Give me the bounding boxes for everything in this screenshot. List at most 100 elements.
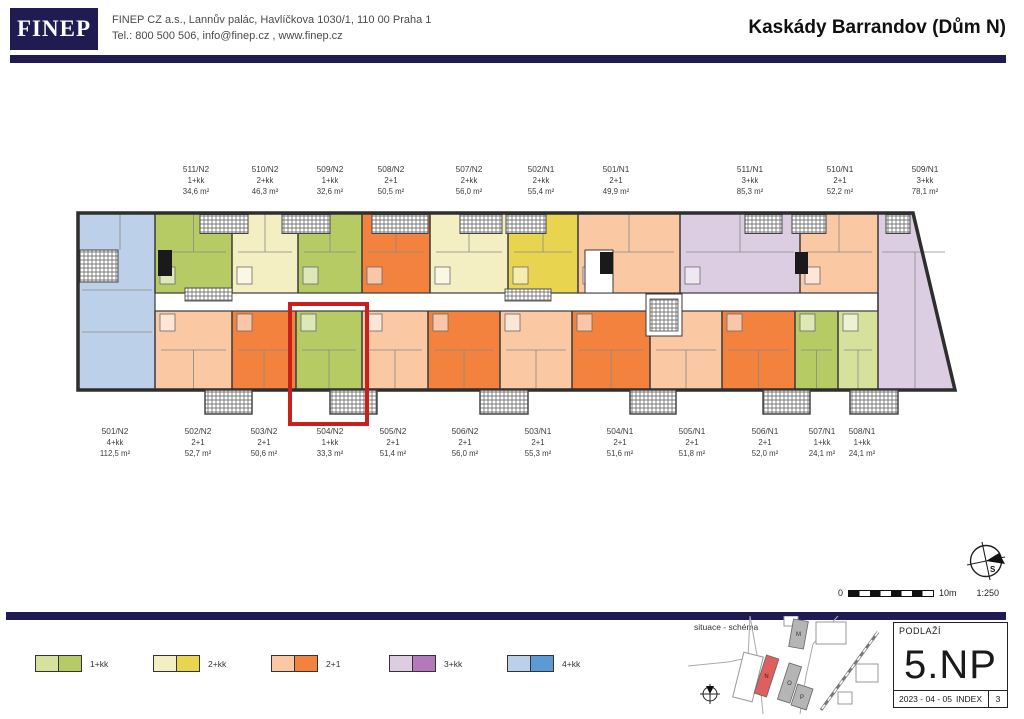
unit-label-507-N1: 507/N1 1+kk 24,1 m² [809,426,836,458]
svg-text:78,1 m²: 78,1 m² [912,187,939,196]
svg-text:2+1: 2+1 [833,176,846,185]
svg-text:55,4 m²: 55,4 m² [528,187,555,196]
unit-label-508-N2: 508/N2 2+1 50,5 m² [378,164,405,196]
unit-label-502-N1: 502/N1 2+kk 55,4 m² [528,164,555,196]
unit-label-511-N2: 511/N2 1+kk 34,6 m² [183,164,210,196]
floor-caption: PODLAŽÍ [899,626,942,636]
svg-text:502/N2: 502/N2 [185,426,212,436]
svg-text:33,3 m²: 33,3 m² [317,449,344,458]
svg-text:2+1: 2+1 [191,438,204,447]
svg-text:507/N1: 507/N1 [809,426,836,436]
situation-scheme-label: situace - schéma [694,622,759,632]
unit-label-505-N1: 505/N1 2+1 51,8 m² [679,426,706,458]
unit-label-504-N2: 504/N2 1+kk 33,3 m² [317,426,344,458]
legend-item-4+kk: 4+kk [507,655,625,672]
svg-text:52,2 m²: 52,2 m² [827,187,854,196]
svg-text:501/N2: 501/N2 [102,426,129,436]
loggia [459,214,503,234]
svg-text:32,6 m²: 32,6 m² [317,187,344,196]
svg-text:508/N1: 508/N1 [849,426,876,436]
svg-text:56,0 m²: 56,0 m² [456,187,483,196]
svg-text:509/N1: 509/N1 [912,164,939,174]
svg-text:3+kk: 3+kk [742,176,759,185]
legend-item-1+kk: 1+kk [35,655,153,672]
svg-text:506/N1: 506/N1 [752,426,779,436]
svg-text:1+kk: 1+kk [854,438,871,447]
unit-label-501-N1: 501/N1 2+1 49,9 m² [603,164,630,196]
legend-swatch-pair [507,655,554,672]
svg-text:2+1: 2+1 [384,176,397,185]
svg-text:55,3 m²: 55,3 m² [525,449,552,458]
unit-label-511-N1: 511/N1 3+kk 85,3 m² [737,164,764,196]
legend-label: 4+kk [562,658,581,669]
svg-text:M: M [796,632,801,638]
legend-label: 2+kk [208,658,227,669]
legend-item-2+1: 2+1 [271,655,389,672]
situation-scheme-map: M N O P [688,616,880,715]
svg-text:O: O [787,681,792,687]
svg-text:51,4 m²: 51,4 m² [380,449,407,458]
svg-text:N: N [764,674,768,680]
svg-text:P: P [800,695,804,701]
svg-text:502/N1: 502/N1 [528,164,555,174]
legend-swatch-dark [295,656,317,671]
unit-label-509-N2: 509/N2 1+kk 32,6 m² [317,164,344,196]
svg-text:34,6 m²: 34,6 m² [183,187,210,196]
unit-label-503-N2: 503/N2 2+1 50,6 m² [251,426,278,458]
legend-swatch-dark [177,656,199,671]
svg-text:49,9 m²: 49,9 m² [603,187,630,196]
address-line: FINEP CZ a.s., Lannův palác, Havlíčkova … [112,14,432,26]
svg-text:1+kk: 1+kk [814,438,831,447]
svg-text:504/N2: 504/N2 [317,426,344,436]
balcony [629,389,677,415]
svg-text:505/N1: 505/N1 [679,426,706,436]
index-value: 3 [988,691,1007,707]
legend-swatch-dark [531,656,553,671]
svg-text:504/N1: 504/N1 [607,426,634,436]
svg-text:2+1: 2+1 [758,438,771,447]
index-label: INDEX [956,694,982,704]
unit-label-503-N1: 503/N1 2+1 55,3 m² [525,426,552,458]
unit-label-508-N1: 508/N1 1+kk 24,1 m² [849,426,876,458]
loggia [744,214,783,234]
loggia [885,214,911,234]
svg-text:50,6 m²: 50,6 m² [251,449,278,458]
legend-swatch-pair [271,655,318,672]
highlighted-unit-frame [288,302,369,426]
unit-label-502-N2: 502/N2 2+1 52,7 m² [185,426,212,458]
svg-text:2+kk: 2+kk [257,176,274,185]
svg-text:112,5 m²: 112,5 m² [100,449,131,458]
unit-label-506-N1: 506/N1 2+1 52,0 m² [752,426,779,458]
unit-501-N2 [78,213,155,390]
unit-label-501-N2: 501/N2 4+kk 112,5 m² [100,426,131,458]
project-title: Kaskády Barrandov (Dům N) [748,17,1006,38]
svg-text:503/N2: 503/N2 [251,426,278,436]
unit-label-507-N2: 507/N2 2+kk 56,0 m² [456,164,483,196]
svg-text:52,7 m²: 52,7 m² [185,449,212,458]
svg-text:506/N2: 506/N2 [452,426,479,436]
revision-date: 2023 - 04 - 05 [899,694,952,704]
finep-logo: FINEP [10,8,98,50]
svg-text:501/N1: 501/N1 [603,164,630,174]
legend-swatch-light [508,656,531,671]
finep-logo-text: FINEP [17,16,91,41]
svg-text:24,1 m²: 24,1 m² [849,449,876,458]
svg-text:2+1: 2+1 [531,438,544,447]
footer-divider-bar [6,612,1006,620]
legend-swatch-light [36,656,59,671]
svg-text:1+kk: 1+kk [322,438,339,447]
svg-text:503/N1: 503/N1 [525,426,552,436]
floor-number: 5.NP [904,643,997,687]
title-block-footer: 2023 - 04 - 05 INDEX 3 [894,690,1007,707]
svg-text:511/N1: 511/N1 [737,164,764,174]
svg-text:56,0 m²: 56,0 m² [452,449,479,458]
svg-text:50,5 m²: 50,5 m² [378,187,405,196]
svg-text:46,3 m²: 46,3 m² [252,187,279,196]
title-block: PODLAŽÍ 5.NP 2023 - 04 - 05 INDEX 3 [893,622,1008,708]
svg-text:4+kk: 4+kk [107,438,124,447]
header-divider-bar [10,55,1006,63]
legend-item-3+kk: 3+kk [389,655,507,672]
svg-text:2+1: 2+1 [458,438,471,447]
unit-label-506-N2: 506/N2 2+1 56,0 m² [452,426,479,458]
